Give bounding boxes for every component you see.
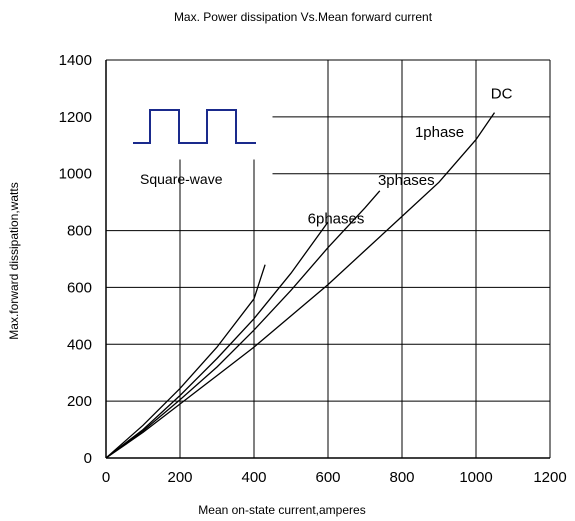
x-tick-label: 800 [389, 469, 414, 486]
series-lines [105, 112, 496, 459]
x-tick-label: 1000 [459, 469, 492, 486]
y-tick-label: 1000 [59, 166, 92, 183]
y-tick-label: 800 [67, 223, 92, 240]
series-label: DC [491, 85, 513, 102]
series-line-6phases [105, 264, 266, 459]
series-line-dc [105, 112, 496, 459]
y-tick-label: 0 [84, 450, 92, 467]
x-tick-label: 400 [241, 469, 266, 486]
square-wave-label: Square-wave [140, 171, 223, 187]
series-label: 1phase [415, 124, 464, 141]
x-tick-label: 600 [315, 469, 340, 486]
series-label: 3phases [378, 172, 435, 189]
x-tick-label: 200 [167, 469, 192, 486]
square-wave-inset: Square-wave [133, 109, 256, 187]
series-label: 6phases [308, 210, 365, 227]
x-tick-label: 1200 [533, 469, 566, 486]
series-labels: DC 1phase 3phases 6phases [308, 85, 513, 227]
y-axis-label: Max.forward dissipation,watts [7, 182, 21, 339]
axes [105, 60, 550, 459]
x-axis-label: Mean on-state current,amperes [198, 503, 365, 517]
y-tick-label: 1200 [59, 109, 92, 126]
y-tick-label: 400 [67, 336, 92, 353]
x-tick-label: 0 [102, 469, 110, 486]
series-line-1phase [105, 190, 381, 459]
y-tick-label: 1400 [59, 52, 92, 69]
square-wave-icon [133, 109, 256, 144]
y-tick-label: 600 [67, 279, 92, 296]
grid [106, 59, 551, 458]
series-line-3phases [105, 221, 329, 459]
y-tick-label: 200 [67, 393, 92, 410]
chart-title: Max. Power dissipation Vs.Mean forward c… [174, 10, 433, 24]
tick-labels: 0 200 400 600 800 1000 1200 0 200 400 600 800 1000 12… [59, 52, 567, 486]
